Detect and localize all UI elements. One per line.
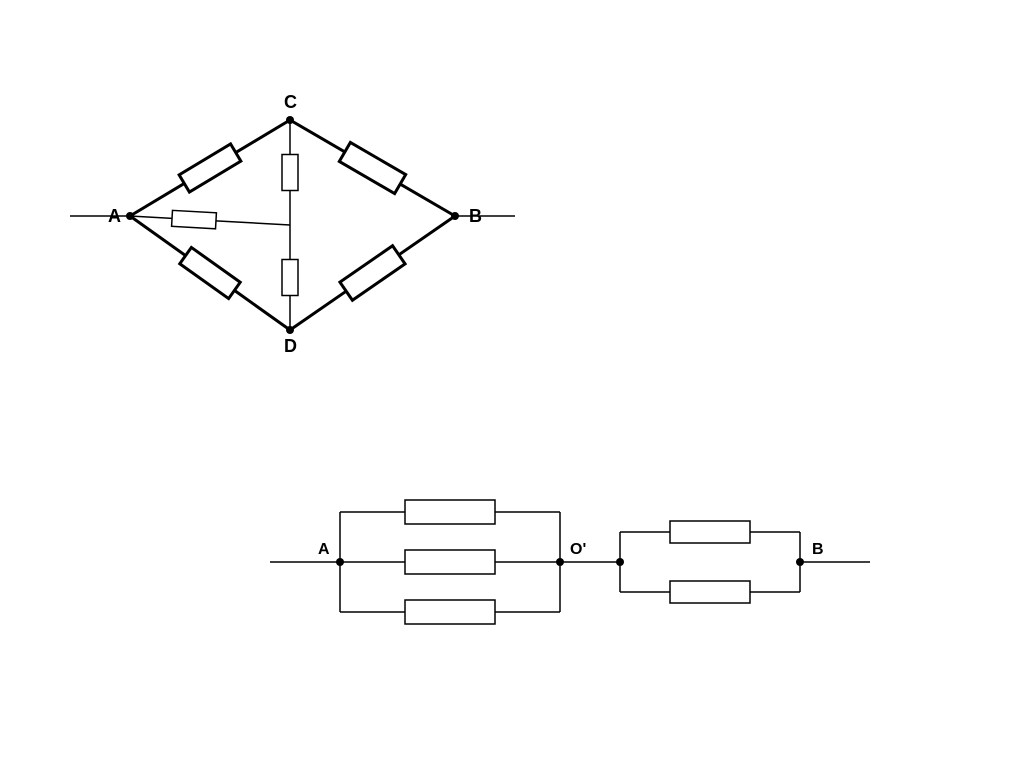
node-label-C: C — [284, 92, 297, 112]
node-label-B: B — [469, 206, 482, 226]
bridge-circuit: A B C D — [70, 92, 515, 356]
equivalent-circuit: A O' B — [270, 500, 870, 624]
circuit-diagrams: A B C D A O' B — [0, 0, 1024, 767]
node-label-D: D — [284, 336, 297, 356]
node-label-B: B — [812, 541, 824, 558]
node-label-A: A — [318, 541, 330, 558]
node-label-O: O' — [570, 541, 586, 558]
node-label-A: A — [108, 206, 121, 226]
